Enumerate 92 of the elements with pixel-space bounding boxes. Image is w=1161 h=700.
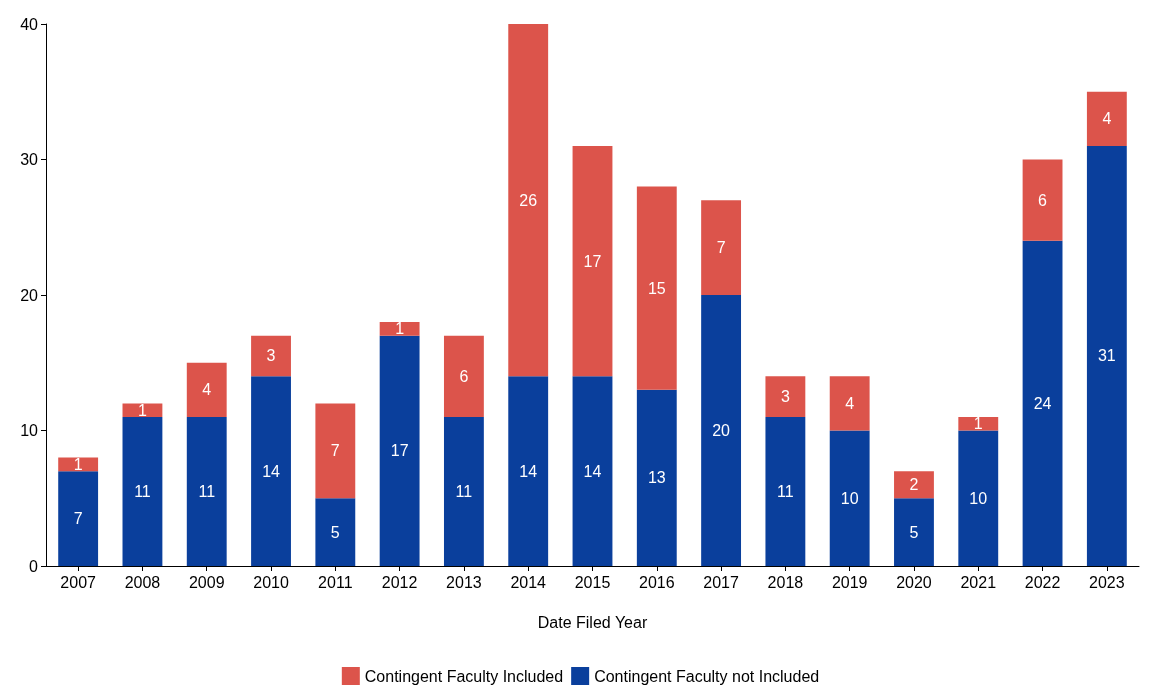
bar bbox=[122, 416, 163, 566]
bar bbox=[894, 498, 934, 566]
data-label: 1 bbox=[973, 415, 983, 433]
bar bbox=[701, 295, 742, 566]
data-label: 14 bbox=[583, 462, 602, 480]
bar bbox=[508, 24, 549, 377]
data-label: 11 bbox=[198, 482, 216, 500]
y-tick-label: 10 bbox=[20, 422, 39, 439]
x-tick-label: 2010 bbox=[253, 573, 289, 591]
data-label: 31 bbox=[1097, 347, 1116, 365]
legend-label: Contingent Faculty Included bbox=[364, 667, 564, 685]
bar bbox=[186, 362, 227, 417]
data-label: 17 bbox=[583, 252, 602, 270]
bar bbox=[701, 200, 742, 295]
data-label: 4 bbox=[202, 381, 212, 399]
data-label: 14 bbox=[262, 462, 281, 480]
x-tick-label: 2017 bbox=[703, 573, 739, 591]
x-tick-label: 2022 bbox=[1024, 573, 1061, 591]
bar bbox=[443, 335, 484, 417]
bar bbox=[379, 335, 420, 566]
data-label: 17 bbox=[390, 442, 409, 460]
data-label: 11 bbox=[455, 482, 473, 500]
y-tick-label: 0 bbox=[29, 557, 39, 575]
y-tick-label: 20 bbox=[20, 286, 39, 304]
bar bbox=[186, 416, 227, 566]
bar bbox=[894, 471, 934, 499]
x-tick-label: 2011 bbox=[318, 573, 353, 591]
bar bbox=[443, 416, 484, 566]
data-label: 1 bbox=[73, 455, 83, 473]
data-label: 4 bbox=[845, 394, 855, 412]
bar bbox=[636, 389, 677, 566]
data-label: 6 bbox=[459, 367, 469, 385]
data-label: 6 bbox=[1038, 191, 1048, 209]
bar bbox=[251, 376, 291, 566]
data-label: 20 bbox=[712, 422, 731, 439]
data-label: 10 bbox=[969, 489, 988, 507]
bar bbox=[636, 186, 677, 390]
bar bbox=[1022, 159, 1063, 241]
data-label: 3 bbox=[780, 388, 790, 406]
bar bbox=[1086, 145, 1127, 566]
data-label: 15 bbox=[647, 279, 666, 297]
x-tick-label: 2007 bbox=[60, 573, 97, 591]
bar bbox=[379, 322, 420, 336]
data-label: 1 bbox=[137, 401, 147, 419]
data-label: 7 bbox=[716, 239, 726, 257]
bar bbox=[958, 430, 999, 566]
data-label: 11 bbox=[777, 482, 794, 500]
data-label: 13 bbox=[647, 469, 666, 487]
data-label: 5 bbox=[330, 523, 340, 541]
data-label: 1 bbox=[395, 320, 405, 338]
bar bbox=[315, 403, 356, 499]
x-tick-label: 2009 bbox=[188, 573, 225, 591]
y-tick-label: 30 bbox=[20, 151, 39, 168]
x-tick-label: 2012 bbox=[381, 573, 418, 591]
x-axis-title: Date Filed Year bbox=[537, 613, 648, 631]
data-label: 7 bbox=[73, 510, 83, 528]
bar bbox=[765, 376, 806, 417]
data-label: 7 bbox=[330, 442, 340, 460]
x-tick-label: 2023 bbox=[1089, 573, 1125, 591]
bar bbox=[251, 335, 291, 377]
x-tick-label: 2016 bbox=[639, 573, 675, 591]
legend-label: Contingent Faculty not Included bbox=[594, 667, 820, 685]
data-label: 24 bbox=[1033, 394, 1052, 412]
bar bbox=[1022, 240, 1063, 566]
x-tick-label: 2014 bbox=[510, 573, 547, 591]
bar bbox=[572, 376, 613, 566]
data-label: 26 bbox=[519, 191, 538, 209]
x-tick-label: 2013 bbox=[446, 573, 482, 591]
x-tick-label: 2021 bbox=[960, 573, 997, 591]
y-tick-label: 40 bbox=[20, 15, 39, 33]
data-label: 4 bbox=[1102, 110, 1112, 128]
data-label: 10 bbox=[840, 489, 859, 507]
bar bbox=[765, 416, 806, 566]
bar bbox=[508, 376, 549, 566]
bar bbox=[572, 145, 613, 377]
x-tick-label: 2020 bbox=[896, 573, 932, 591]
data-label: 2 bbox=[909, 476, 919, 494]
bar bbox=[58, 471, 99, 566]
x-tick-label: 2008 bbox=[124, 573, 161, 591]
x-tick-label: 2015 bbox=[574, 573, 611, 591]
bar bbox=[315, 498, 356, 566]
bar bbox=[122, 403, 163, 417]
data-label: 14 bbox=[519, 462, 538, 480]
x-tick-label: 2018 bbox=[767, 573, 804, 591]
bar bbox=[829, 376, 870, 431]
bar bbox=[1086, 91, 1127, 146]
data-label: 11 bbox=[134, 482, 151, 500]
data-label: 3 bbox=[266, 347, 276, 365]
bar bbox=[958, 416, 999, 431]
data-label: 5 bbox=[909, 523, 919, 541]
x-tick-label: 2019 bbox=[831, 573, 868, 591]
bar bbox=[829, 430, 870, 566]
